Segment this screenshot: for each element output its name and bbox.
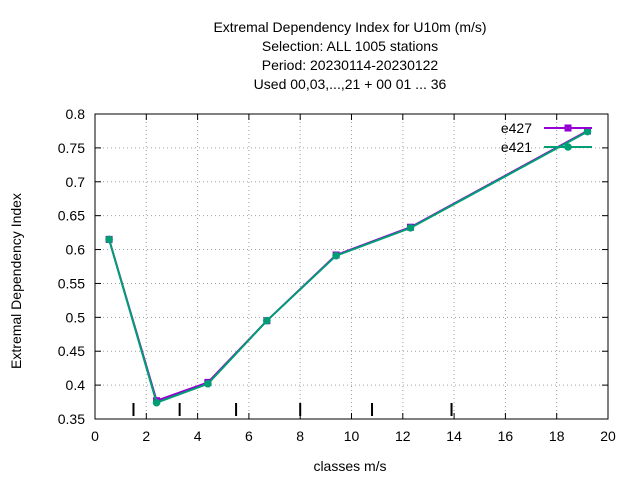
x-tick-label: 14 <box>446 428 462 444</box>
y-tick-label: 0.65 <box>58 208 85 224</box>
title-line: Selection: ALL 1005 stations <box>262 38 438 54</box>
x-axis: 0 2 4 6 8 10 12 14 16 18 20 <box>91 114 616 444</box>
y-tick-label: 0.7 <box>66 174 86 190</box>
y-tick-label: 0.35 <box>58 411 85 427</box>
data-point-e421 <box>105 235 113 244</box>
x-axis-label: classes m/s <box>313 458 386 474</box>
data-point-e421 <box>263 316 271 325</box>
data-point-e427 <box>564 124 572 132</box>
title-line: Extremal Dependency Index for U10m (m/s) <box>213 19 486 35</box>
x-tick-label: 20 <box>600 428 616 444</box>
x-tick-label: 2 <box>142 428 150 444</box>
series-e421 <box>105 127 592 407</box>
data-point-e421 <box>564 143 572 151</box>
x-tick-label: 6 <box>245 428 253 444</box>
series-line-e421 <box>108 130 588 404</box>
y-axis-label: Extremal Dependency Index <box>8 193 24 369</box>
title-line: Used 00,03,...,21 + 00 01 ... 36 <box>254 76 447 92</box>
x-tick-label: 8 <box>296 428 304 444</box>
data-point-e421 <box>332 251 340 260</box>
legend-label-e421: e421 <box>501 139 532 155</box>
y-tick-label: 0.8 <box>66 106 86 122</box>
x-tick-label: 10 <box>344 428 360 444</box>
x-tick-label: 16 <box>498 428 514 444</box>
y-tick-label: 0.75 <box>58 140 85 156</box>
data-point-e421 <box>204 379 212 388</box>
x-tick-label: 18 <box>549 428 565 444</box>
x-tick-label: 12 <box>395 428 411 444</box>
data-point-e421 <box>406 224 415 232</box>
data-point-e421 <box>152 398 161 407</box>
x-tick-label: 0 <box>91 428 99 444</box>
grid <box>95 114 608 419</box>
x-tick-label: 4 <box>194 428 202 444</box>
y-axis: 0.35 0.4 0.45 0.5 0.55 0.6 0.65 0.7 0.75 0.8 <box>58 106 608 427</box>
y-tick-label: 0.55 <box>58 275 85 291</box>
y-tick-label: 0.45 <box>58 343 85 359</box>
legend: e427 e421 <box>501 120 592 155</box>
title-line: Period: 20230114-20230122 <box>262 57 439 73</box>
y-tick-label: 0.5 <box>66 309 86 325</box>
data-point-e421 <box>583 127 592 136</box>
legend-label-e427: e427 <box>501 120 532 136</box>
y-tick-label: 0.4 <box>66 377 86 393</box>
y-tick-label: 0.6 <box>66 242 86 258</box>
series-layer <box>105 127 592 407</box>
class-boundary-marks <box>132 403 453 416</box>
chart-title: Extremal Dependency Index for U10m (m/s)… <box>213 19 486 92</box>
